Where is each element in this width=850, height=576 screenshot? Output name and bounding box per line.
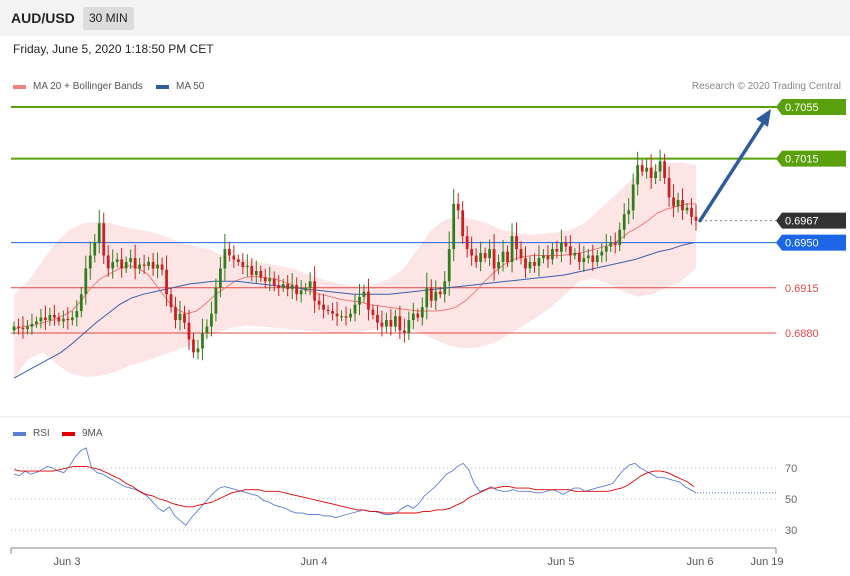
legend-rsi: RSI: [13, 428, 50, 439]
legend-label-ma20: MA 20 + Bollinger Bands: [33, 81, 143, 92]
legend-swatch-rsi: [13, 431, 26, 436]
legend-label-ma50: MA 50: [176, 81, 205, 92]
legend-label-rsi: RSI: [33, 428, 50, 439]
top-toolbar: AUD/USD 30 MIN: [0, 0, 850, 36]
legend-swatch-9ma: [62, 431, 75, 436]
timeframe-button[interactable]: 30 MIN: [83, 7, 134, 30]
legend-swatch-ma50: [156, 84, 169, 89]
legend-ma20-bollinger: MA 20 + Bollinger Bands: [13, 81, 143, 92]
legend-label-9ma: 9MA: [82, 428, 103, 439]
chart-datetime: Friday, June 5, 2020 1:18:50 PM CET: [13, 42, 214, 56]
legend-9ma: 9MA: [62, 428, 103, 439]
symbol-label: AUD/USD: [11, 10, 75, 26]
legend-ma50: MA 50: [156, 81, 204, 92]
credit-text: Research © 2020 Trading Central: [691, 81, 841, 92]
legend-swatch-ma20: [13, 84, 26, 89]
